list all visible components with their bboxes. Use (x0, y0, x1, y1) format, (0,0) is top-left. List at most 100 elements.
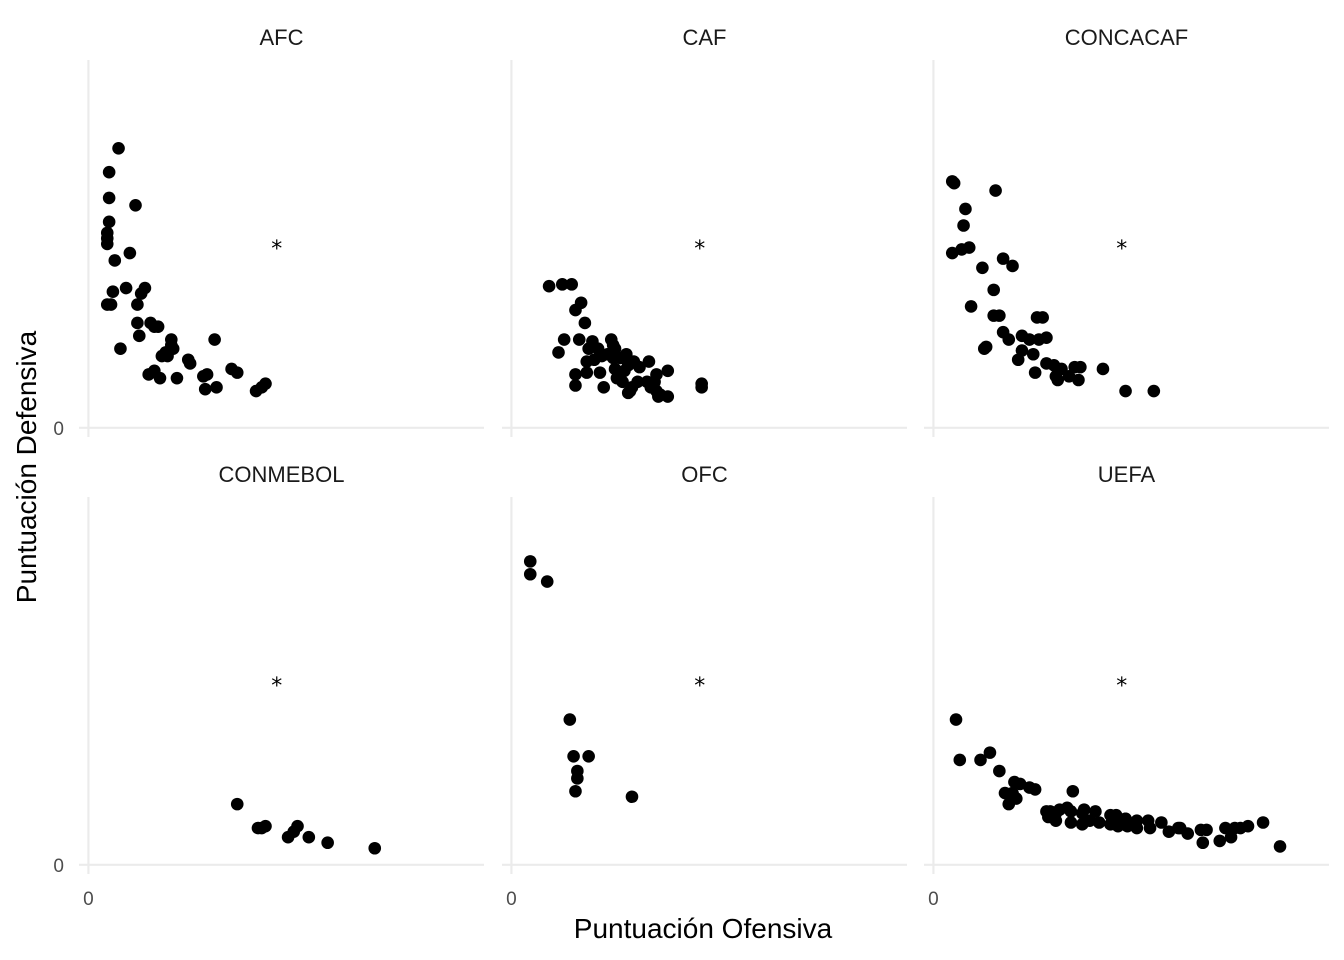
x-tick-label: 0 (928, 889, 939, 910)
data-point (281, 830, 295, 844)
data-point (987, 283, 1000, 297)
data-point (1077, 803, 1091, 816)
data-point (1066, 784, 1080, 798)
data-point (542, 279, 556, 293)
data-point (1256, 816, 1270, 829)
data-point (652, 390, 665, 403)
data-point (552, 346, 565, 359)
facet-panel-afc: AFC 0 * (53, 25, 484, 440)
data-point (142, 368, 155, 381)
data-point (582, 750, 595, 763)
data-point (569, 784, 582, 798)
data-point (100, 298, 114, 311)
data-point (108, 254, 122, 267)
x-tick-label: 0 (506, 889, 517, 910)
data-point (1092, 816, 1106, 829)
data-point (1241, 819, 1255, 833)
facet-panel-concacaf: CONCACAF * (924, 25, 1329, 437)
data-point (102, 165, 116, 179)
data-point (170, 371, 184, 385)
data-point (974, 753, 987, 767)
data-point (993, 764, 1006, 778)
data-point (131, 316, 144, 330)
data-point (616, 375, 629, 389)
data-point (1002, 333, 1016, 346)
data-point (625, 790, 639, 804)
facet-panel-conmebol: CONMEBOL 00 * (53, 462, 484, 910)
data-point (1023, 333, 1036, 346)
facet-panel-caf: CAF * (502, 25, 907, 437)
data-point (161, 349, 174, 363)
data-point (302, 830, 316, 844)
facet-strip-label: AFC (260, 25, 304, 50)
data-point (1155, 816, 1168, 829)
facet-panel-ofc: OFC 0 * (502, 462, 907, 910)
data-point (1083, 814, 1097, 827)
data-point (198, 382, 212, 396)
data-point (569, 379, 582, 392)
reference-point-marker: * (271, 237, 282, 262)
reference-point-marker: * (271, 674, 282, 699)
data-point (1200, 823, 1213, 837)
data-point (578, 316, 592, 330)
data-point (953, 753, 967, 767)
data-point (989, 184, 1002, 197)
data-point (1143, 821, 1157, 835)
data-point (1111, 819, 1125, 833)
data-point (102, 215, 116, 229)
reference-point-marker: * (1116, 674, 1127, 699)
data-point (123, 246, 137, 260)
data-point (106, 285, 120, 299)
data-point (563, 713, 577, 726)
data-point (1051, 373, 1065, 387)
data-point (1089, 805, 1102, 818)
data-point (1028, 783, 1042, 796)
data-point (993, 309, 1006, 322)
data-point (983, 746, 997, 759)
facet-strip-label: UEFA (1098, 462, 1156, 487)
data-point (977, 342, 991, 356)
data-point (661, 390, 675, 403)
data-point (582, 342, 595, 356)
data-point (1213, 834, 1227, 848)
reference-point-marker: * (694, 237, 705, 262)
data-point (557, 333, 571, 346)
data-point (565, 278, 578, 291)
data-point (633, 360, 646, 374)
data-point (1028, 366, 1042, 379)
data-point (1072, 373, 1085, 387)
data-point (1196, 836, 1210, 850)
data-point (569, 303, 582, 317)
data-point (1130, 821, 1144, 835)
data-point (112, 141, 125, 155)
x-axis-title: Puntuación Ofensiva (574, 913, 833, 944)
data-point (1273, 840, 1287, 853)
facet-panel-uefa: UEFA 0 * (924, 462, 1329, 910)
facet-strip-label: CAF (683, 25, 727, 50)
data-point (976, 261, 989, 275)
data-point (962, 241, 976, 254)
data-point (100, 237, 114, 251)
reference-point-marker: * (694, 674, 705, 699)
x-tick-label: 0 (83, 889, 94, 910)
data-point (661, 364, 675, 378)
data-point (102, 191, 116, 205)
data-point (1219, 821, 1232, 835)
data-point (1011, 353, 1025, 367)
data-point (368, 841, 382, 855)
data-point (119, 281, 133, 295)
reference-point-marker: * (1116, 237, 1127, 262)
data-point (695, 381, 708, 394)
data-point (1040, 331, 1053, 344)
data-point (593, 366, 607, 379)
data-point (249, 384, 263, 398)
data-point (151, 320, 165, 333)
facet-strip-label: CONMEBOL (219, 462, 345, 487)
data-point (957, 219, 970, 232)
data-point (200, 368, 214, 381)
data-point (1074, 360, 1087, 374)
data-point (964, 300, 978, 313)
data-point (523, 567, 537, 581)
data-point (571, 772, 584, 785)
